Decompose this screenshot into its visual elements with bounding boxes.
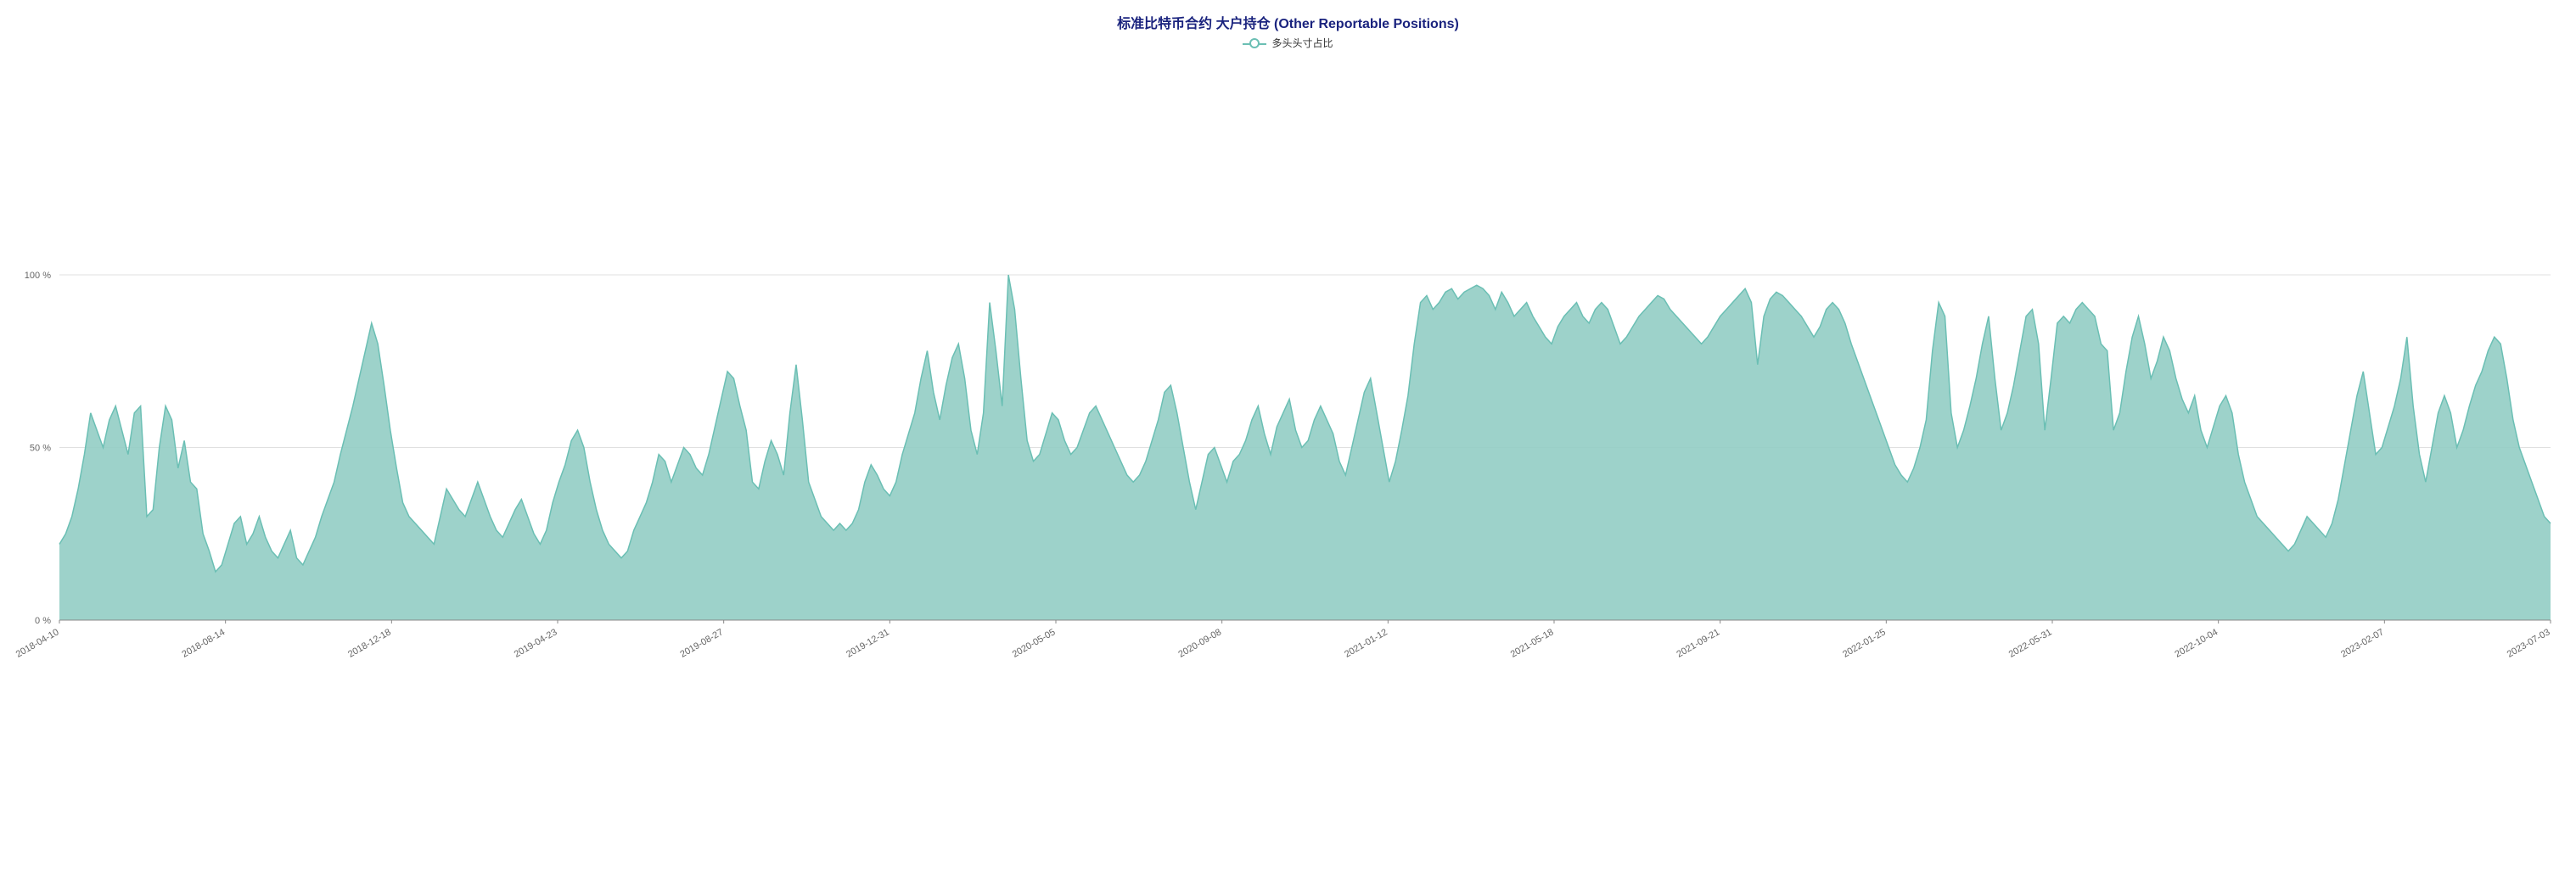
x-tick-label: 2023-07-03 — [2506, 627, 2552, 660]
chart-legend: 多头头寸占比 — [8, 36, 2568, 50]
x-tick-label: 2018-08-14 — [180, 627, 227, 660]
x-tick-label: 2018-12-18 — [346, 627, 393, 660]
x-tick-label: 2023-02-07 — [2339, 627, 2386, 660]
x-tick-label: 2021-01-12 — [1343, 627, 1389, 660]
x-tick-label: 2019-12-31 — [845, 627, 891, 660]
y-tick-label: 100 % — [25, 271, 51, 281]
y-tick-label: 50 % — [30, 444, 51, 454]
y-tick-label: 0 % — [35, 616, 51, 626]
plot-area: 0 % 50 % 100 % 2018-04-10 2018-08-14 2018-12-… — [8, 57, 2568, 878]
x-tick-label: 2019-08-27 — [678, 627, 725, 660]
x-tick-label: 2021-09-21 — [1675, 627, 1721, 660]
x-tick-label: 2018-04-10 — [14, 627, 61, 660]
chart-title: 标准比特币合约 大户持仓 (Other Reportable Positions… — [8, 12, 2568, 32]
area-chart-svg: 0 % 50 % 100 % 2018-04-10 2018-08-14 2018-12-… — [8, 57, 2568, 878]
legend-marker-icon — [1243, 37, 1266, 49]
x-tick-label: 2019-04-23 — [513, 627, 559, 660]
legend-circle-icon — [1249, 38, 1260, 48]
chart-container: 标准比特币合约 大户持仓 (Other Reportable Positions… — [0, 0, 2576, 878]
legend-label: 多头头寸占比 — [1271, 36, 1333, 50]
x-tick-label: 2021-05-18 — [1509, 627, 1556, 660]
x-tick-label: 2020-09-08 — [1176, 627, 1223, 660]
x-tick-label: 2020-05-05 — [1011, 627, 1058, 660]
x-tick-label: 2022-01-25 — [1841, 627, 1888, 660]
x-tick-label: 2022-05-31 — [2007, 627, 2054, 660]
x-tick-label: 2022-10-04 — [2173, 627, 2220, 660]
